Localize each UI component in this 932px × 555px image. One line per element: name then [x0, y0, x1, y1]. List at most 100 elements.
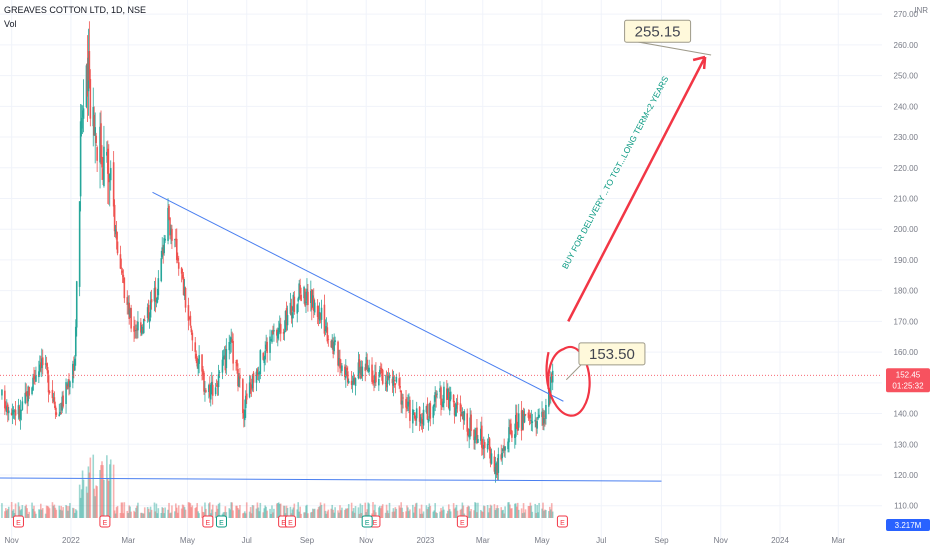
- earnings-marker[interactable]: [99, 515, 111, 528]
- candle-body: [300, 294, 302, 301]
- volume-bar: [364, 502, 367, 518]
- earnings-marker[interactable]: [202, 515, 214, 528]
- candle-body: [189, 315, 192, 326]
- candle-body: [121, 270, 124, 273]
- entry-callout-box[interactable]: [578, 342, 646, 366]
- candle-body: [534, 419, 537, 422]
- time-tick-label: Mar: [831, 536, 845, 545]
- earnings-marker[interactable]: [284, 515, 296, 528]
- volume-bar: [258, 511, 261, 518]
- candle-body: [93, 114, 96, 136]
- candle-body: [400, 390, 402, 405]
- candle-body: [304, 289, 306, 306]
- volume-bar: [169, 513, 171, 518]
- volume-bar: [493, 504, 496, 518]
- volume-bar: [422, 511, 425, 518]
- support-line[interactable]: [0, 477, 662, 482]
- volume-bar: [209, 502, 211, 518]
- candle-body: [272, 330, 274, 334]
- volume-bar: [503, 513, 505, 518]
- volume-bar: [102, 465, 104, 518]
- volume-bar: [347, 504, 350, 518]
- candle-body: [248, 382, 251, 398]
- volume-bar: [168, 502, 170, 518]
- volume-bar: [305, 505, 307, 518]
- price-tick-label: 240.00: [894, 102, 919, 111]
- candle-body: [188, 317, 191, 319]
- candle-body: [517, 413, 520, 428]
- volume-bar: [128, 505, 130, 518]
- volume-bar: [527, 506, 530, 518]
- candle-body: [205, 390, 207, 392]
- volume-bar: [232, 510, 234, 518]
- volume-bar: [548, 506, 551, 518]
- volume-bar: [269, 508, 271, 518]
- candle-body: [298, 283, 300, 299]
- candle-body: [509, 425, 511, 427]
- volume-bar: [531, 511, 534, 518]
- candle-body: [393, 380, 396, 382]
- candle-body: [292, 294, 295, 311]
- breakout-circle[interactable]: [545, 345, 591, 417]
- volume-bar: [316, 509, 319, 518]
- volume-bar: [277, 502, 279, 518]
- candle-body: [317, 313, 320, 320]
- volume-bar: [475, 502, 477, 518]
- volume-bar: [177, 505, 180, 518]
- volume-bar: [46, 505, 49, 518]
- candle-body: [421, 419, 424, 425]
- candle-body: [135, 330, 137, 331]
- candle-body: [446, 388, 449, 398]
- target-arrow[interactable]: [567, 56, 707, 322]
- marker-letter: E: [460, 520, 465, 527]
- candle-body: [175, 238, 177, 241]
- candle-body: [62, 395, 64, 407]
- earnings-marker[interactable]: [556, 515, 568, 528]
- volume-bar: [434, 503, 436, 518]
- earnings-marker[interactable]: [456, 515, 468, 528]
- candle-body: [134, 329, 136, 332]
- candles: [1, 21, 554, 483]
- candle-body: [21, 401, 24, 410]
- candle-body: [443, 386, 445, 404]
- candle-body: [384, 382, 387, 384]
- volume-bar: [392, 508, 395, 518]
- volume-bar: [60, 505, 62, 518]
- volume-bar: [433, 510, 436, 518]
- candle-body: [310, 290, 312, 304]
- candle-body: [481, 444, 484, 450]
- volume-bar: [488, 508, 491, 518]
- candle-body: [141, 326, 143, 335]
- candle-body: [20, 410, 23, 411]
- candle-body: [524, 414, 527, 416]
- volume-bar: [523, 512, 526, 518]
- dividend-marker[interactable]: [361, 515, 373, 528]
- candle-body: [345, 367, 348, 371]
- candle-body: [122, 274, 125, 278]
- volume-bar: [48, 508, 51, 518]
- target-callout-box[interactable]: [624, 19, 692, 43]
- candle-body: [107, 148, 109, 174]
- volume-bar: [107, 477, 109, 518]
- candle-body: [34, 377, 36, 379]
- volume-bar: [20, 509, 23, 518]
- volume-bar: [1, 503, 3, 518]
- price-tick-label: 200.00: [894, 225, 919, 234]
- candle-body: [78, 201, 81, 287]
- earnings-marker[interactable]: [12, 515, 24, 528]
- candle-body: [548, 388, 550, 407]
- volume-bar: [264, 505, 266, 518]
- volume-bar: [157, 508, 160, 518]
- volume-bar: [334, 507, 336, 518]
- candle-body: [307, 291, 309, 306]
- candle-body: [53, 397, 56, 405]
- candle-body: [161, 247, 164, 258]
- candle-body: [427, 419, 430, 423]
- volume-bar: [17, 502, 20, 518]
- candle-body: [18, 406, 21, 418]
- candle-body: [391, 378, 394, 384]
- dividend-marker[interactable]: [215, 515, 227, 528]
- descending-trendline[interactable]: [152, 191, 564, 402]
